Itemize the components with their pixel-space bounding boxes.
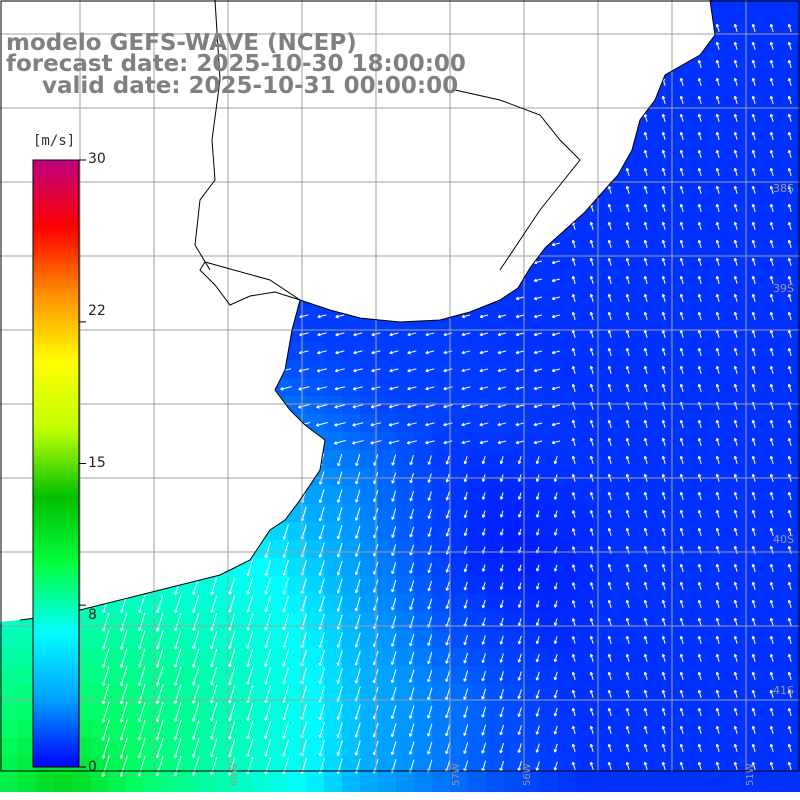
colorbar-gradient: [32, 159, 80, 768]
colorbar: [32, 159, 86, 768]
valid-date: valid date: 2025-10-31 00:00:00: [42, 73, 459, 99]
colorbar-tick-22: 22: [88, 303, 106, 319]
lon-label-51w: 51W: [745, 763, 756, 786]
colorbar-unit: [m/s]: [33, 133, 76, 149]
lon-label-56w: 56W: [522, 763, 533, 786]
lat-label-40s: 40S: [773, 533, 794, 546]
colorbar-tick-15: 15: [88, 455, 106, 471]
lat-label-41s: 41S: [773, 684, 794, 697]
lat-label-38s: 38S: [773, 182, 794, 195]
plot-frame: [0, 0, 800, 772]
lon-label-57w: 57W: [451, 763, 462, 786]
lat-lon-grid: [0, 0, 800, 772]
colorbar-tick-30: 30: [88, 151, 106, 167]
map-title: modelo GEFS-WAVE (NCEP): [6, 30, 357, 56]
colorbar-tick-0: 0: [88, 759, 97, 775]
forecast-date: forecast date: 2025-10-30 18:00:00: [6, 51, 466, 77]
lat-label-39s: 39S: [773, 282, 794, 295]
lon-label-60w: 60W: [229, 763, 240, 786]
wind-arrows: [101, 23, 792, 778]
colorbar-tick-8: 8: [88, 607, 97, 623]
coastline: [19, 0, 716, 621]
